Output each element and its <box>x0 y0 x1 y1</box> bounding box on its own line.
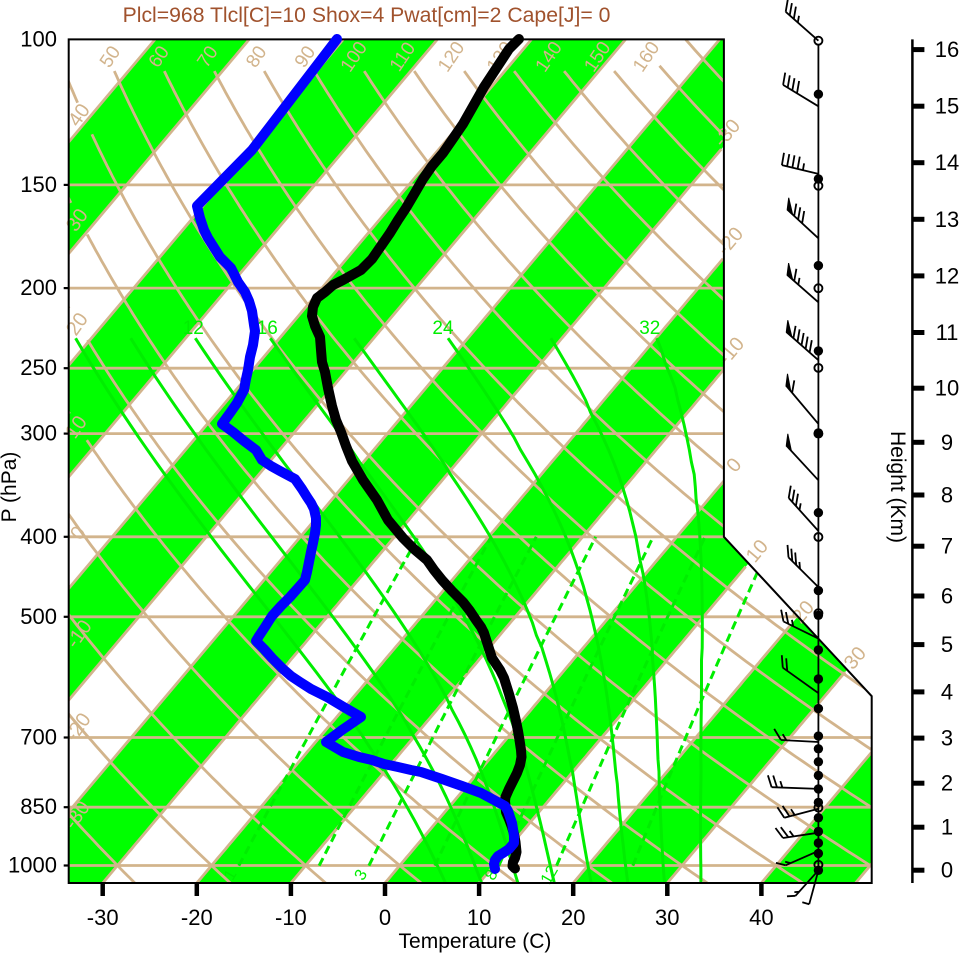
svg-text:Height (Km): Height (Km) <box>886 431 909 543</box>
svg-text:7: 7 <box>941 534 953 559</box>
svg-text:1: 1 <box>941 815 953 840</box>
svg-text:9: 9 <box>941 430 953 455</box>
svg-text:6: 6 <box>941 584 953 609</box>
svg-text:1000: 1000 <box>8 853 57 878</box>
svg-text:16: 16 <box>257 318 278 339</box>
svg-text:30: 30 <box>655 905 679 930</box>
svg-text:32: 32 <box>639 318 660 339</box>
svg-text:11: 11 <box>936 320 959 345</box>
svg-text:120: 120 <box>434 38 469 76</box>
svg-text:-20: -20 <box>713 223 748 259</box>
svg-text:15: 15 <box>935 94 959 119</box>
svg-text:Temperature (C): Temperature (C) <box>399 930 552 953</box>
svg-text:13: 13 <box>935 207 959 232</box>
svg-text:150: 150 <box>20 172 57 197</box>
svg-text:10: 10 <box>935 376 959 401</box>
svg-text:12: 12 <box>183 318 204 339</box>
svg-text:3: 3 <box>351 867 371 884</box>
svg-text:100: 100 <box>20 26 57 51</box>
svg-text:200: 200 <box>20 275 57 300</box>
svg-text:4: 4 <box>941 679 953 704</box>
svg-text:2: 2 <box>941 771 953 796</box>
svg-text:P (hPa): P (hPa) <box>0 452 21 523</box>
svg-text:40: 40 <box>749 905 773 930</box>
svg-text:300: 300 <box>20 421 57 446</box>
svg-text:700: 700 <box>20 725 57 750</box>
svg-text:850: 850 <box>20 794 57 819</box>
svg-text:8: 8 <box>941 483 953 508</box>
svg-text:16: 16 <box>935 37 959 62</box>
svg-text:160: 160 <box>629 38 664 76</box>
svg-text:10: 10 <box>467 905 491 930</box>
svg-text:Plcl=968 Tlcl[C]=10 Shox=4 Pwa: Plcl=968 Tlcl[C]=10 Shox=4 Pwat[cm]=2 Ca… <box>123 4 611 27</box>
svg-text:0: 0 <box>722 454 746 477</box>
svg-text:12: 12 <box>935 263 959 288</box>
svg-text:-10: -10 <box>275 905 307 930</box>
svg-text:80: 80 <box>242 42 271 71</box>
svg-text:14: 14 <box>935 150 959 175</box>
svg-text:400: 400 <box>20 524 57 549</box>
svg-text:0: 0 <box>379 905 391 930</box>
svg-text:20: 20 <box>561 905 585 930</box>
svg-text:-20: -20 <box>181 905 213 930</box>
svg-text:500: 500 <box>20 604 57 629</box>
svg-text:0: 0 <box>941 858 953 883</box>
svg-text:20: 20 <box>62 309 93 340</box>
svg-text:5: 5 <box>941 632 953 657</box>
svg-text:-30: -30 <box>87 905 119 930</box>
svg-text:250: 250 <box>20 355 57 380</box>
svg-text:3: 3 <box>941 726 953 751</box>
svg-text:50: 50 <box>96 42 125 71</box>
svg-text:24: 24 <box>432 318 454 339</box>
